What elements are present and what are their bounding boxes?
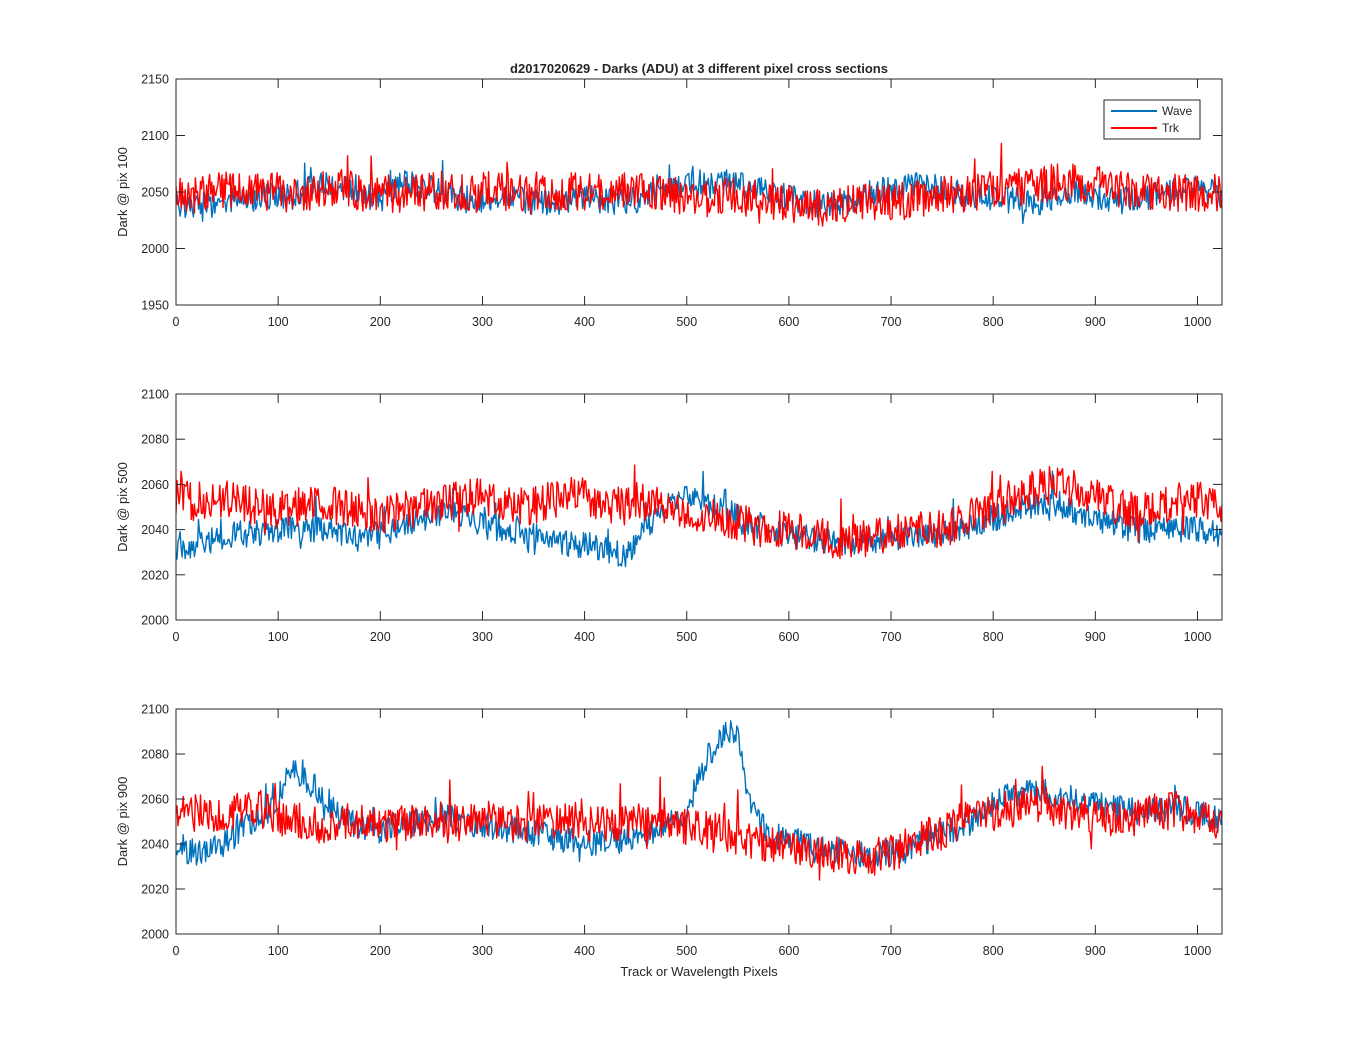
series-line-trk: [176, 142, 1222, 227]
panel-dark-pix-500: 0 100 200 300 400 500 600 700 800 900 1000 2000 2020…: [115, 388, 1223, 644]
x-tick-label: 800: [983, 944, 1004, 958]
x-tick-label: 900: [1085, 944, 1106, 958]
x-tick-label: 200: [370, 630, 391, 644]
y-tick-label: 2020: [141, 568, 169, 582]
y-tick-label: 1950: [141, 299, 169, 313]
y-tick-label: 2020: [141, 883, 169, 897]
figure-title: d2017020629 - Darks (ADU) at 3 different…: [510, 61, 888, 76]
x-tick-label: 1000: [1184, 944, 1212, 958]
x-tick-label: 200: [370, 315, 391, 329]
x-tick-label: 300: [472, 630, 493, 644]
legend: Wave Trk: [1103, 99, 1201, 140]
y-axis-label: Dark @ pix 900: [115, 777, 130, 867]
legend-box: [1103, 99, 1201, 140]
x-tick-label: 500: [676, 630, 697, 644]
x-tick-label: 1000: [1184, 630, 1212, 644]
panel-dark-pix-100: 0 100 200 300 400 500 600 700 800 900 1000 1950 2000…: [115, 73, 1223, 329]
y-axis-label: Dark @ pix 100: [115, 147, 130, 237]
y-tick-label: 2060: [141, 793, 169, 807]
x-tick-label: 100: [268, 630, 289, 644]
x-tick-label: 700: [881, 315, 902, 329]
x-tick-label: 0: [173, 630, 180, 644]
x-tick-label: 600: [778, 944, 799, 958]
series-line-wave: [176, 720, 1222, 869]
y-tick-label: 2060: [141, 478, 169, 492]
x-tick-label: 300: [472, 315, 493, 329]
y-tick-label: 2040: [141, 838, 169, 852]
y-tick-label: 2150: [141, 73, 169, 87]
y-tick-label: 2100: [141, 388, 169, 402]
x-tick-label: 400: [574, 630, 595, 644]
x-tick-label: 500: [676, 944, 697, 958]
x-tick-label: 600: [778, 315, 799, 329]
axes-box: [175, 708, 1223, 935]
x-tick-label: 500: [676, 315, 697, 329]
y-tick-label: 2080: [141, 433, 169, 447]
x-tick-label: 400: [574, 944, 595, 958]
x-tick-label: 100: [268, 944, 289, 958]
x-tick-label: 1000: [1184, 315, 1212, 329]
axes-box: [175, 393, 1223, 621]
series-line-wave: [176, 470, 1222, 568]
y-tick-label: 2000: [141, 614, 169, 628]
y-tick-label: 2080: [141, 748, 169, 762]
series-line-wave: [176, 159, 1222, 225]
x-tick-label: 900: [1085, 315, 1106, 329]
x-tick-label: 700: [881, 630, 902, 644]
y-tick-label: 2050: [141, 186, 169, 200]
x-tick-label: 800: [983, 315, 1004, 329]
y-tick-label: 2040: [141, 523, 169, 537]
x-tick-label: 300: [472, 944, 493, 958]
legend-label-wave: Wave: [1162, 104, 1193, 118]
y-axis-label: Dark @ pix 500: [115, 462, 130, 552]
legend-label-trk: Trk: [1162, 121, 1180, 135]
y-tick-label: 2100: [141, 703, 169, 717]
y-tick-label: 2000: [141, 242, 169, 256]
y-tick-label: 2000: [141, 928, 169, 942]
x-tick-label: 800: [983, 630, 1004, 644]
series-line-trk: [176, 464, 1222, 560]
panel-dark-pix-900: 0 100 200 300 400 500 600 700 800 900 1000 2000 2020…: [115, 703, 1223, 958]
series-line-trk: [176, 765, 1222, 881]
x-tick-label: 200: [370, 944, 391, 958]
x-tick-label: 0: [173, 315, 180, 329]
x-axis-label: Track or Wavelength Pixels: [620, 964, 778, 979]
x-tick-label: 0: [173, 944, 180, 958]
x-tick-label: 600: [778, 630, 799, 644]
y-tick-label: 2100: [141, 129, 169, 143]
x-tick-label: 100: [268, 315, 289, 329]
x-tick-label: 400: [574, 315, 595, 329]
x-tick-label: 700: [881, 944, 902, 958]
x-tick-label: 900: [1085, 630, 1106, 644]
